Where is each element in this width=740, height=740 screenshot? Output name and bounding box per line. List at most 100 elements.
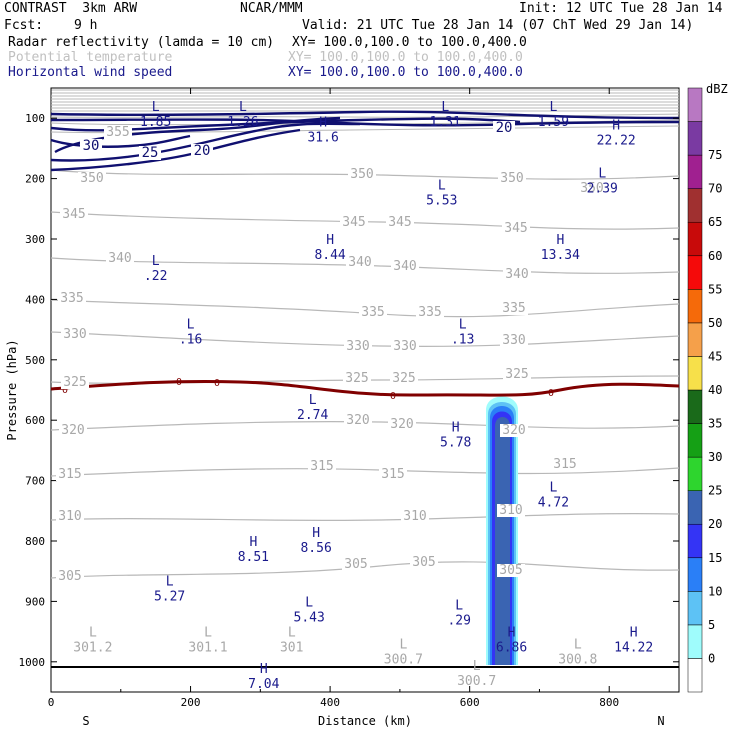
extremum-value: 5.27	[154, 589, 185, 604]
contour-label-bg	[551, 458, 579, 471]
theta-contour-label: 325	[345, 371, 368, 386]
contour-label-bg	[497, 504, 525, 517]
contour-labels: 355 350 350 350 350 345 345 345 345 340 340 340 340 3…	[56, 120, 606, 584]
contour-label-bg	[343, 372, 371, 385]
freezing-label: 0	[548, 388, 554, 399]
y-tick-label: 400	[25, 293, 45, 306]
extremum-value: 1.31	[430, 115, 461, 130]
high-marker: H	[612, 118, 620, 133]
y-tick-label: 300	[25, 233, 45, 246]
theta-contour-label: 310	[58, 509, 81, 524]
wind-30-contour	[50, 134, 191, 148]
freezing-label: 0	[176, 377, 182, 388]
extremum-value: 7.04	[248, 677, 279, 692]
low-marker: L	[288, 626, 296, 641]
contour-label-bg	[191, 144, 213, 158]
theta-contour-label: 325	[63, 375, 86, 390]
high-marker: H	[319, 115, 327, 130]
contour-label-bg	[379, 468, 407, 481]
x-axis-title: Distance (km)	[318, 714, 412, 728]
theta-340	[50, 257, 680, 274]
low-marker: L	[598, 167, 606, 182]
contour-label-bg	[80, 139, 102, 153]
colorbar-tick-label: 40	[708, 383, 722, 397]
north-label: N	[657, 714, 664, 728]
contour-label-bg	[56, 468, 84, 481]
extremum-value: 4.72	[538, 496, 569, 511]
colorbar-swatch	[687, 121, 703, 156]
theta-contour-label: 325	[505, 367, 528, 382]
y-tick-label: 800	[25, 535, 45, 548]
extremum-value: 301.2	[73, 641, 112, 656]
contour-label-bg	[410, 556, 438, 569]
low-marker: L	[89, 626, 97, 641]
low-marker: L	[399, 638, 407, 653]
wind-contour-label: 20	[194, 143, 211, 159]
contour-label-bg	[359, 306, 387, 319]
contour-label-bg	[60, 208, 88, 221]
extremum-value: 8.51	[238, 550, 269, 565]
south-label: S	[82, 714, 89, 728]
refl-30dbz	[495, 417, 510, 665]
colorbar-swatch	[687, 490, 703, 525]
plot-frame	[50, 87, 680, 693]
theta-320	[50, 421, 680, 431]
contour-label-bg	[401, 510, 429, 523]
high-marker: H	[630, 626, 638, 641]
low-marker: L	[455, 598, 463, 613]
theta-contour-label: 330	[346, 339, 369, 354]
colorbar-tick-label: 35	[708, 417, 722, 431]
theta-contour-label: 345	[342, 215, 365, 230]
theta-contour-label: 325	[392, 371, 415, 386]
contour-label-bg	[497, 564, 525, 577]
contour-label-bg	[344, 340, 372, 353]
theta-contour-label: 335	[361, 305, 384, 320]
colorbar-unit: dBZ	[706, 82, 728, 96]
contour-label-bg	[56, 510, 84, 523]
extremum-value: 301	[280, 641, 303, 656]
wind-25-contour	[50, 122, 361, 162]
colorbar-tick-label: 70	[708, 182, 722, 196]
model-title: CONTRAST 3km ARW	[4, 1, 138, 16]
colorbar-tick-label: 0	[708, 651, 715, 665]
low-marker: L	[459, 318, 467, 333]
theta-contour-label: 340	[108, 251, 131, 266]
contour-label-bg	[106, 252, 134, 265]
field-theta: Potential temperature	[8, 50, 173, 65]
colorbar-swatch	[687, 658, 703, 693]
contour-label-bg	[416, 306, 444, 319]
freezing-label: 0	[214, 378, 220, 389]
theta-contour-label: 335	[60, 291, 83, 306]
low-marker: L	[166, 574, 174, 589]
colorbar: 0 5 10 15 20 25 30 35 40 45 50 55 60 65 70 75	[687, 87, 722, 693]
freezing-label: 0	[62, 385, 68, 396]
theta-contour-label: 345	[388, 215, 411, 230]
low-marker: L	[309, 393, 317, 408]
extremum-value: 5.78	[440, 435, 471, 450]
colorbar-swatch	[687, 322, 703, 357]
contour-label-bg	[493, 121, 515, 135]
contour-label-bg	[390, 372, 418, 385]
theta-contour-label: 335	[418, 305, 441, 320]
y-tick-label: 700	[25, 475, 45, 488]
theta-contour-label: 345	[62, 207, 85, 222]
low-marker: L	[152, 100, 160, 115]
field-wind-xy: XY= 100.0,100.0 to 100.0,400.0	[288, 65, 523, 80]
colorbar-swatch	[687, 523, 703, 559]
colorbar-swatch	[687, 423, 703, 458]
theta-305	[50, 561, 680, 579]
field-reflectivity: Radar reflectivity (lamda = 10 cm)	[8, 35, 275, 50]
y-tick-label: 1000	[19, 656, 46, 669]
colorbar-swatch	[687, 389, 703, 424]
extremum-value: 31.6	[307, 130, 338, 145]
contour-label-bg	[342, 558, 370, 571]
wind-contour-label: 25	[142, 145, 159, 161]
y-tick-label: 200	[25, 173, 45, 186]
extremum-value: 300.7	[457, 674, 496, 689]
colorbar-swatch	[687, 221, 703, 257]
theta-contour-label: 320	[390, 417, 413, 432]
contour-label-bg	[139, 146, 161, 160]
contour-label-bg	[56, 570, 84, 583]
init-time: Init: 12 UTC Tue 28 Jan 14	[519, 1, 723, 16]
